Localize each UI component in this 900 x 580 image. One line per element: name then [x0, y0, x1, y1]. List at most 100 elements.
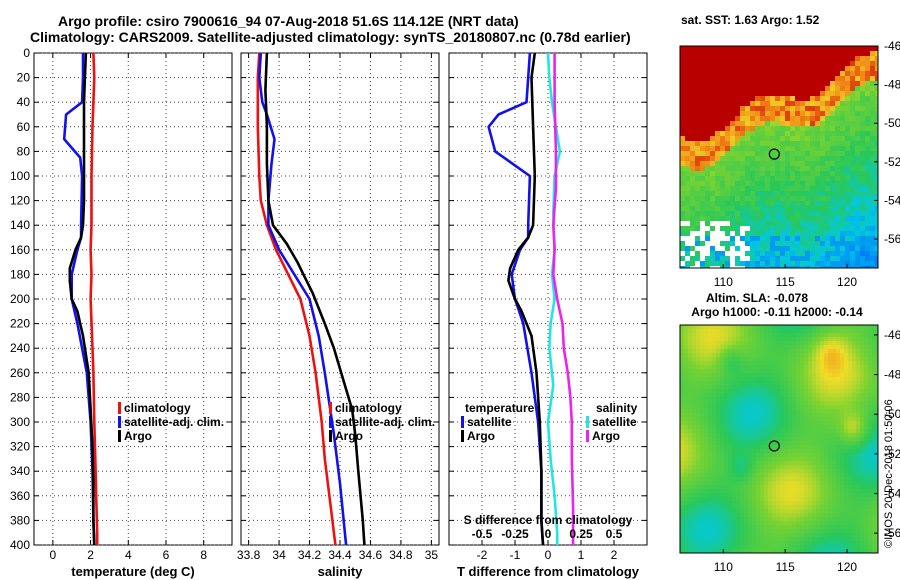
map-cell	[815, 181, 821, 187]
map-cell	[752, 437, 757, 442]
map-cell	[805, 181, 811, 187]
map-cell	[830, 96, 836, 102]
map-cell	[730, 76, 736, 82]
map-cell	[872, 413, 877, 418]
map-cell	[824, 353, 829, 358]
map-cell	[796, 461, 801, 466]
map-cell	[700, 477, 705, 482]
map-cell	[860, 417, 865, 422]
map-cell	[820, 186, 826, 192]
map-cell	[760, 333, 765, 338]
map-cell	[844, 341, 849, 346]
map-cell	[764, 405, 769, 410]
map-cell	[680, 389, 685, 394]
map-cell	[680, 141, 686, 147]
map-cell	[835, 231, 841, 237]
map-cell	[755, 196, 761, 202]
map-cell	[684, 365, 689, 370]
map-cell	[776, 501, 781, 506]
map-cell	[696, 369, 701, 374]
map-cell	[804, 429, 809, 434]
map-cell	[835, 86, 841, 92]
map-cell	[850, 166, 856, 172]
map-cell	[868, 325, 873, 330]
map-cell	[770, 51, 776, 57]
map-cell	[800, 206, 806, 212]
map-cell	[856, 329, 861, 334]
map-cell	[684, 529, 689, 534]
map-cell	[785, 216, 791, 222]
map-cell	[775, 131, 781, 137]
map-cell	[808, 349, 813, 354]
map-cell	[805, 141, 811, 147]
map-cell	[776, 505, 781, 510]
map-cell	[868, 517, 873, 522]
map-cell	[705, 91, 711, 97]
map-cell	[772, 529, 777, 534]
map-cell	[688, 393, 693, 398]
map-cell	[696, 397, 701, 402]
map-cell	[785, 161, 791, 167]
map-cell	[700, 181, 706, 187]
map-cell	[800, 176, 806, 182]
map-cell	[796, 377, 801, 382]
map-cell	[768, 349, 773, 354]
map-cell	[800, 429, 805, 434]
map-cell	[708, 361, 713, 366]
map-cell	[788, 541, 793, 546]
map-cell	[684, 545, 689, 550]
map-cell	[820, 241, 826, 247]
map-cell	[864, 533, 869, 538]
map-cell	[685, 256, 691, 262]
map-cell	[696, 361, 701, 366]
map-cell	[815, 191, 821, 197]
map-cell	[720, 51, 726, 57]
map-cell	[685, 206, 691, 212]
map-cell	[716, 337, 721, 342]
map-cell	[712, 425, 717, 430]
map-cell	[810, 206, 816, 212]
map-cell	[790, 196, 796, 202]
map-cell	[876, 341, 878, 346]
map-cell	[716, 517, 721, 522]
map-cell	[810, 51, 816, 57]
map-cell	[796, 537, 801, 542]
map-cell	[810, 71, 816, 77]
map-cell	[790, 246, 796, 252]
map-cell	[864, 521, 869, 526]
map-cell	[860, 529, 865, 534]
map-cell	[804, 389, 809, 394]
map-cell	[810, 61, 816, 67]
map-cell	[770, 191, 776, 197]
map-cell	[852, 373, 857, 378]
map-cell	[876, 513, 878, 518]
map-cell	[865, 76, 871, 82]
map-cell	[772, 489, 777, 494]
map-cell	[764, 525, 769, 530]
map-cell	[735, 196, 741, 202]
map-cell	[820, 333, 825, 338]
map-cell	[732, 449, 737, 454]
map-cell	[800, 373, 805, 378]
map-cell	[696, 513, 701, 518]
map-cell	[760, 457, 765, 462]
map-cell	[775, 61, 781, 67]
map-cell	[840, 251, 846, 257]
map-cell	[720, 357, 725, 362]
map-cell	[780, 156, 786, 162]
map-cell	[708, 325, 713, 330]
map-cell	[796, 337, 801, 342]
map-cell	[720, 251, 726, 257]
map-cell	[795, 226, 801, 232]
map-cell	[785, 261, 791, 267]
map-cell	[816, 373, 821, 378]
map-cell	[808, 425, 813, 430]
map-cell	[752, 441, 757, 446]
map-cell	[768, 465, 773, 470]
map-cell	[815, 126, 821, 132]
map-cell	[852, 425, 857, 430]
map-cell	[755, 61, 761, 67]
map-cell	[750, 61, 756, 67]
map-cell	[775, 226, 781, 232]
x-tick-label: 33.8	[237, 548, 261, 562]
